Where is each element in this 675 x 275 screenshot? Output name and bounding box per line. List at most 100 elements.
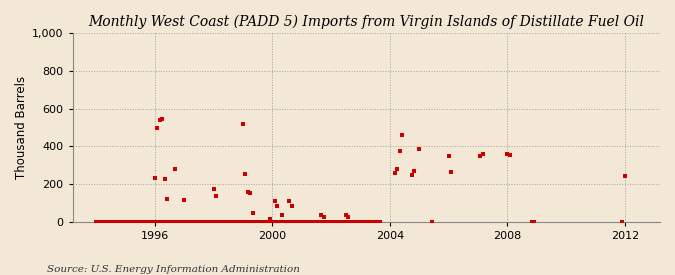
Point — [194, 219, 205, 224]
Point — [150, 176, 161, 181]
Point — [338, 219, 349, 224]
Point — [123, 219, 134, 224]
Point — [157, 117, 167, 121]
Point — [108, 219, 119, 224]
Point — [343, 219, 354, 224]
Point — [355, 219, 366, 224]
Point — [340, 219, 351, 224]
Point — [132, 219, 143, 224]
Text: Source: U.S. Energy Information Administration: Source: U.S. Energy Information Administ… — [47, 265, 300, 274]
Point — [348, 219, 358, 224]
Point — [191, 219, 202, 224]
Point — [201, 219, 212, 224]
Point — [147, 219, 158, 224]
Point — [247, 211, 258, 215]
Point — [135, 219, 146, 224]
Point — [287, 219, 298, 224]
Point — [96, 219, 107, 224]
Point — [265, 219, 275, 224]
Point — [265, 217, 275, 221]
Point — [358, 219, 369, 224]
Point — [128, 219, 138, 224]
Point — [169, 167, 180, 171]
Point — [308, 219, 319, 224]
Point — [135, 219, 146, 224]
Point — [299, 219, 310, 224]
Point — [304, 219, 315, 224]
Point — [159, 219, 170, 224]
Point — [242, 219, 253, 224]
Point — [147, 219, 158, 224]
Point — [235, 219, 246, 224]
Point — [150, 219, 161, 224]
Point — [167, 219, 178, 224]
Point — [328, 219, 339, 224]
Point — [206, 219, 217, 224]
Point — [162, 219, 173, 224]
Point — [90, 219, 101, 224]
Point — [397, 133, 408, 137]
Point — [352, 219, 363, 224]
Point — [617, 219, 628, 224]
Point — [326, 219, 337, 224]
Point — [284, 219, 295, 224]
Point — [272, 219, 283, 224]
Point — [279, 219, 290, 224]
Point — [120, 219, 131, 224]
Point — [98, 219, 109, 224]
Point — [277, 219, 288, 224]
Point — [228, 219, 239, 224]
Point — [240, 219, 251, 224]
Point — [267, 219, 278, 224]
Point — [209, 186, 219, 191]
Point — [157, 219, 167, 224]
Point — [211, 194, 221, 199]
Point — [186, 219, 197, 224]
Point — [346, 219, 356, 224]
Point — [238, 219, 248, 224]
Point — [142, 219, 153, 224]
Point — [257, 219, 268, 224]
Point — [184, 219, 194, 224]
Point — [206, 219, 217, 224]
Point — [152, 219, 163, 224]
Point — [115, 219, 126, 224]
Point — [164, 219, 175, 224]
Point — [221, 219, 232, 224]
Point — [394, 149, 405, 153]
Point — [144, 219, 155, 224]
Point — [198, 219, 209, 224]
Point — [211, 219, 221, 224]
Point — [504, 153, 515, 157]
Point — [296, 219, 307, 224]
Point — [179, 198, 190, 202]
Point — [360, 219, 371, 224]
Point — [272, 204, 283, 208]
Point — [311, 219, 322, 224]
Point — [406, 172, 417, 177]
Point — [260, 219, 271, 224]
Point — [155, 219, 165, 224]
Point — [125, 219, 136, 224]
Point — [526, 219, 537, 224]
Point — [323, 219, 334, 224]
Point — [252, 219, 263, 224]
Point — [152, 125, 163, 130]
Point — [189, 219, 200, 224]
Point — [301, 219, 312, 224]
Point — [162, 197, 173, 201]
Point — [392, 167, 402, 171]
Point — [262, 219, 273, 224]
Point — [316, 219, 327, 224]
Point — [289, 219, 300, 224]
Point — [245, 191, 256, 196]
Point — [306, 219, 317, 224]
Point — [292, 219, 302, 224]
Point — [218, 219, 229, 224]
Point — [274, 219, 285, 224]
Point — [367, 219, 378, 224]
Point — [63, 61, 74, 66]
Point — [250, 219, 261, 224]
Point — [475, 153, 486, 158]
Point — [269, 199, 280, 203]
